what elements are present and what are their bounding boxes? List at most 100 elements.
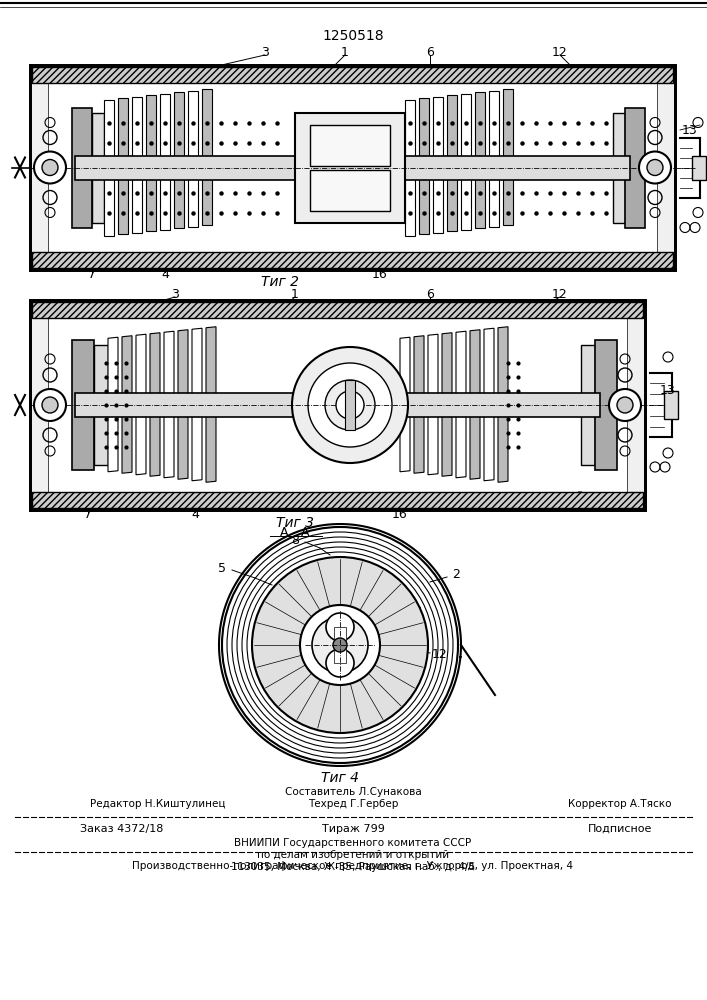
Polygon shape [150, 333, 160, 476]
Circle shape [325, 380, 375, 430]
Bar [595, 340, 617, 470]
Bar [32, 302, 643, 318]
Bar [32, 252, 673, 268]
Bar [692, 155, 706, 180]
Text: 1: 1 [341, 45, 349, 58]
Text: ВНИИПИ Государственного комитета СССР: ВНИИПИ Государственного комитета СССР [235, 838, 472, 848]
Text: 16: 16 [392, 508, 408, 522]
Circle shape [292, 347, 408, 463]
Text: A - A: A - A [280, 526, 310, 538]
Text: 113035, Москва, Ж-35, Раушская наб., д. 4/5: 113035, Москва, Ж-35, Раушская наб., д. … [231, 862, 475, 872]
Text: Заказ 4372/18: Заказ 4372/18 [80, 824, 163, 834]
Circle shape [34, 389, 66, 421]
Circle shape [558, 306, 562, 310]
Circle shape [543, 306, 547, 310]
Circle shape [647, 159, 663, 176]
Polygon shape [419, 98, 429, 234]
Polygon shape [447, 95, 457, 231]
Bar [334, 627, 346, 663]
Bar [30, 300, 645, 510]
Text: 16: 16 [372, 268, 388, 282]
Bar [30, 65, 675, 270]
Bar [310, 124, 390, 165]
Bar [72, 340, 94, 470]
Circle shape [573, 71, 577, 75]
Bar [625, 107, 645, 228]
Text: 1250518: 1250518 [322, 29, 384, 43]
Polygon shape [192, 328, 202, 481]
Text: 12: 12 [432, 648, 448, 662]
Polygon shape [188, 91, 198, 227]
Text: 1: 1 [291, 288, 299, 300]
Text: Составитель Л.Сунакова: Составитель Л.Сунакова [285, 787, 421, 797]
Bar [581, 345, 595, 465]
Text: Τиг 2: Τиг 2 [261, 275, 299, 289]
Polygon shape [206, 327, 216, 482]
Polygon shape [202, 89, 212, 225]
Circle shape [300, 605, 380, 685]
Polygon shape [503, 89, 513, 225]
Polygon shape [400, 337, 410, 472]
Circle shape [588, 71, 592, 75]
Text: Тираж 799: Тираж 799 [322, 824, 385, 834]
Text: 7: 7 [88, 268, 96, 282]
Text: Техред Г.Гербер: Техред Г.Гербер [308, 799, 398, 809]
Text: 4: 4 [414, 605, 422, 618]
Circle shape [336, 391, 364, 419]
Circle shape [326, 649, 354, 677]
Polygon shape [108, 337, 118, 472]
Polygon shape [475, 92, 485, 228]
Circle shape [326, 613, 354, 641]
Text: 4: 4 [191, 508, 199, 522]
Text: 7: 7 [84, 508, 92, 522]
Text: 6: 6 [426, 288, 434, 300]
Bar [92, 112, 104, 223]
Bar [295, 112, 405, 223]
Circle shape [252, 557, 428, 733]
Circle shape [578, 498, 581, 502]
Bar [32, 67, 673, 83]
Bar [310, 169, 390, 211]
Text: 5: 5 [218, 562, 226, 574]
Circle shape [333, 638, 347, 652]
Text: 8: 8 [291, 534, 299, 546]
Polygon shape [104, 100, 114, 235]
Polygon shape [136, 334, 146, 475]
Circle shape [609, 389, 641, 421]
Circle shape [312, 617, 368, 673]
Bar [30, 300, 645, 510]
Polygon shape [442, 333, 452, 476]
Bar [32, 492, 643, 508]
Text: 13: 13 [682, 123, 698, 136]
Polygon shape [174, 92, 184, 228]
Polygon shape [461, 94, 471, 230]
Polygon shape [178, 330, 188, 479]
Text: 6: 6 [426, 45, 434, 58]
Bar [75, 393, 600, 417]
Text: Τиг 4: Τиг 4 [321, 771, 359, 785]
Polygon shape [489, 91, 499, 227]
Circle shape [308, 363, 392, 447]
Polygon shape [498, 327, 508, 482]
Bar [48, 318, 627, 492]
Polygon shape [164, 331, 174, 478]
Circle shape [528, 306, 532, 310]
Polygon shape [132, 97, 142, 232]
Circle shape [42, 159, 58, 176]
Text: 3: 3 [261, 45, 269, 58]
Bar [664, 391, 678, 419]
Polygon shape [456, 331, 466, 478]
Polygon shape [433, 97, 443, 232]
Text: Производственно-полиграфическое предприятие, г. Ужгород, ул. Проектная, 4: Производственно-полиграфическое предприя… [132, 861, 573, 871]
Polygon shape [428, 334, 438, 475]
Text: Подписное: Подписное [588, 824, 652, 834]
Bar [75, 155, 630, 180]
Text: 13: 13 [660, 383, 676, 396]
Text: 12: 12 [552, 288, 568, 300]
Polygon shape [414, 336, 424, 473]
Bar [72, 107, 92, 228]
Polygon shape [118, 98, 128, 234]
Bar [48, 83, 657, 252]
Polygon shape [470, 330, 480, 479]
Circle shape [558, 71, 562, 75]
